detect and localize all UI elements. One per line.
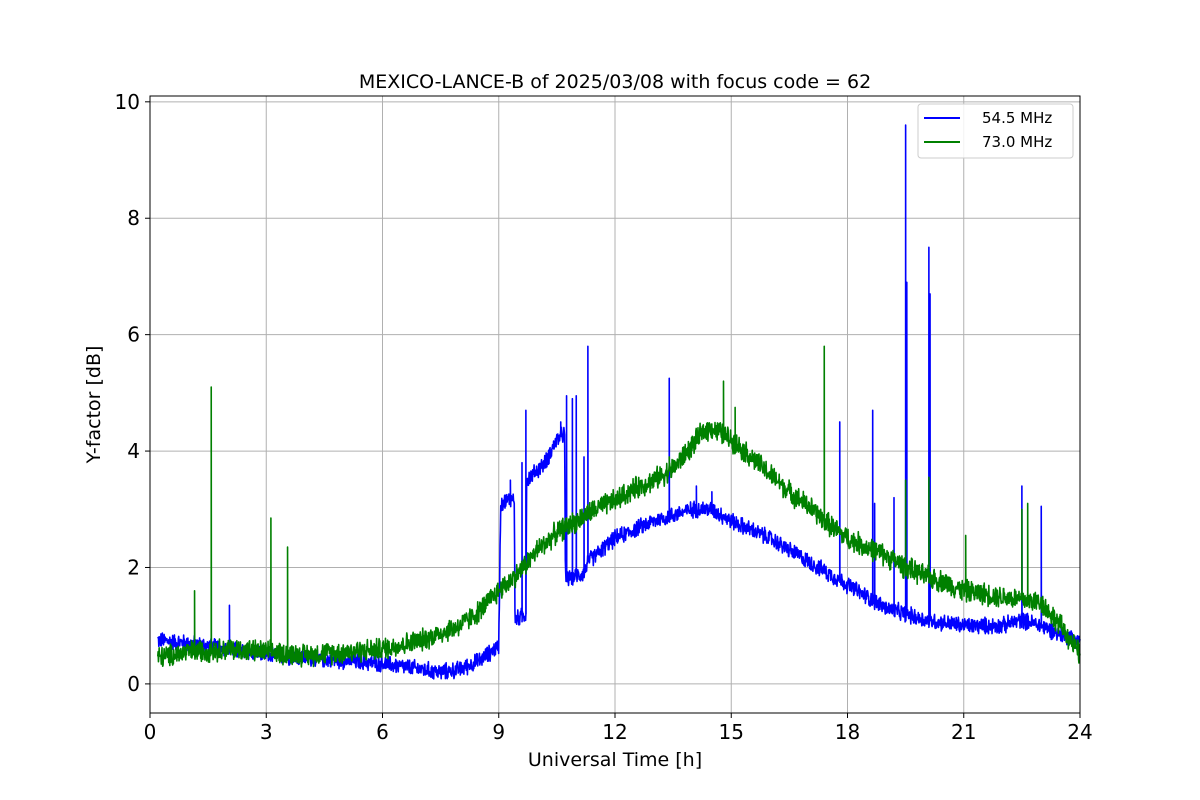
x-axis-label: Universal Time [h] bbox=[528, 749, 702, 771]
series-line-2 bbox=[156, 345, 1081, 668]
x-tick-label: 12 bbox=[602, 720, 627, 744]
legend-label: 73.0 MHz bbox=[982, 133, 1052, 151]
x-tick-label: 0 bbox=[144, 720, 157, 744]
x-tick-label: 6 bbox=[376, 720, 389, 744]
x-tick-label: 3 bbox=[260, 720, 273, 744]
chart-title: MEXICO-LANCE-B of 2025/03/08 with focus … bbox=[359, 71, 871, 93]
y-tick-label: 4 bbox=[127, 439, 140, 463]
legend: 54.5 MHz 73.0 MHz bbox=[917, 103, 1074, 159]
x-tick-label: 15 bbox=[719, 720, 744, 744]
y-tick-label: 6 bbox=[127, 323, 140, 347]
y-tick-label: 2 bbox=[127, 555, 140, 579]
y-axis-label: Y-factor [dB] bbox=[83, 346, 105, 465]
x-tick-label: 24 bbox=[1067, 720, 1092, 744]
series-layer bbox=[156, 124, 1081, 680]
x-tick-label: 18 bbox=[835, 720, 860, 744]
y-tick-label: 10 bbox=[115, 90, 140, 114]
y-tick-label: 0 bbox=[127, 672, 140, 696]
x-tick-label: 21 bbox=[951, 720, 976, 744]
y-tick-label: 8 bbox=[127, 206, 140, 230]
x-tick-label: 9 bbox=[492, 720, 505, 744]
legend-label: 54.5 MHz bbox=[982, 109, 1052, 127]
